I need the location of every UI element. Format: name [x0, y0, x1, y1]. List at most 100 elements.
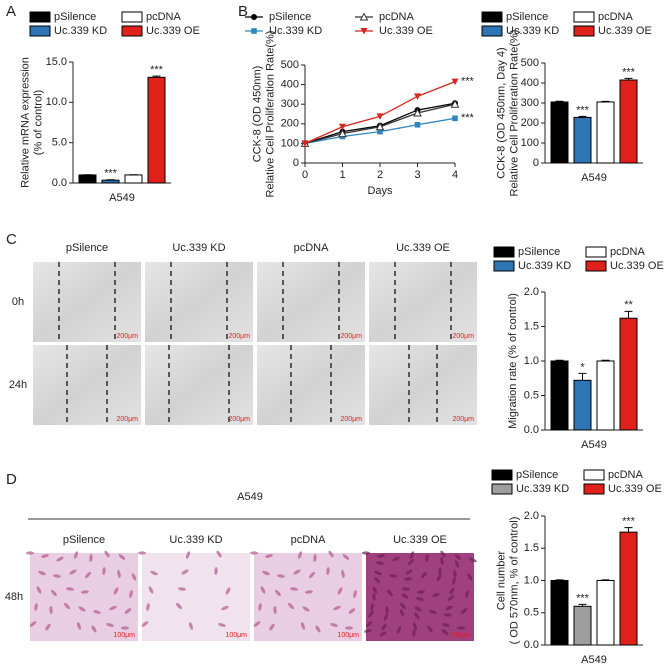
- cell: [392, 556, 400, 562]
- y-tick-label: 0.0: [524, 424, 539, 436]
- cell: [150, 570, 158, 576]
- legend-label: pcDNA: [598, 11, 634, 23]
- x-tick-label: A549: [581, 172, 607, 184]
- cell: [185, 551, 191, 559]
- legend-swatch: [121, 11, 143, 23]
- y-axis-label: Relative Cell Proliferation Rate(%): [508, 30, 520, 197]
- y-tick-label: 0.5: [524, 607, 539, 619]
- cell: [315, 625, 321, 633]
- cell: [404, 577, 412, 581]
- bar: [101, 179, 120, 184]
- bar: [573, 379, 592, 431]
- y-tick-label: 200: [521, 117, 539, 129]
- cell: [453, 570, 457, 578]
- cell: [364, 629, 372, 633]
- cell: [273, 606, 277, 614]
- cell: [138, 551, 146, 555]
- column-label: Uc.339 KD: [172, 242, 225, 254]
- cell: [56, 556, 64, 562]
- cell: [102, 567, 106, 575]
- legend-marker: [360, 28, 368, 35]
- point: [301, 140, 309, 147]
- y-axis-label: Cell number: [495, 551, 507, 611]
- cell: [313, 554, 317, 562]
- cell: [449, 587, 455, 595]
- cell: [305, 590, 313, 594]
- cell: [412, 629, 416, 637]
- y-tick-label: 1.5: [524, 320, 539, 332]
- y-tick-label: 1.5: [524, 542, 539, 554]
- cell: [26, 551, 34, 555]
- cell: [302, 606, 310, 612]
- cell: [66, 587, 74, 591]
- cell: [407, 558, 415, 566]
- error-bar: [624, 77, 633, 80]
- cell: [425, 554, 429, 562]
- legend-marker: [251, 14, 257, 20]
- legend-label: Uc.339 OE: [608, 483, 662, 495]
- legend-swatch: [491, 469, 513, 481]
- y-tick-label: 15.0: [46, 56, 67, 68]
- significance: ***: [461, 112, 475, 124]
- scale-bar-label: 200μm: [452, 416, 474, 423]
- error-bar: [555, 359, 564, 361]
- cell: [214, 567, 218, 575]
- cell: [372, 593, 376, 601]
- error-bar: [601, 579, 610, 581]
- micrograph: [142, 553, 250, 641]
- cell: [308, 571, 316, 579]
- x-tick-label: 4: [452, 169, 458, 181]
- legend-swatch: [573, 25, 595, 37]
- legend-label: pSilence: [269, 11, 311, 23]
- cell: [36, 586, 42, 594]
- cell: [176, 602, 182, 610]
- error-bar: [555, 100, 564, 102]
- point: [450, 99, 460, 108]
- cell: [113, 587, 119, 595]
- cell: [436, 574, 442, 582]
- bar: [124, 174, 143, 184]
- scale-bar-label: 200μm: [116, 416, 138, 423]
- bar: [596, 580, 615, 646]
- significance: ***: [576, 592, 590, 604]
- cell: [129, 590, 133, 598]
- cell: [293, 569, 301, 575]
- cell: [372, 586, 378, 594]
- y-tick-label: 100: [281, 137, 299, 149]
- y-tick-label: 1.0: [524, 574, 539, 586]
- column-label: pcDNA: [291, 534, 327, 546]
- y-tick-label: 500: [281, 59, 299, 71]
- cell: [290, 587, 298, 591]
- legend-label: pcDNA: [608, 469, 644, 481]
- legend-label: pSilence: [518, 246, 560, 258]
- legend-label: Uc.339 KD: [506, 25, 559, 37]
- cell: [385, 606, 389, 614]
- cell: [379, 631, 387, 637]
- y-axis-label: CCK-8 (OD 450nm): [251, 66, 263, 163]
- cell: [53, 574, 61, 578]
- cell: [64, 602, 70, 610]
- scale-bar-label: 100μm: [225, 632, 247, 639]
- cell: [41, 554, 49, 558]
- y-tick-label: 5.0: [52, 137, 67, 149]
- cell: [275, 589, 281, 597]
- legend-label: pcDNA: [610, 246, 646, 258]
- error-bar: [601, 100, 610, 102]
- legend-label: Uc.339 OE: [379, 25, 433, 37]
- error-bar: [601, 359, 610, 361]
- cell: [377, 554, 385, 558]
- cell: [84, 571, 92, 579]
- micrograph: [369, 262, 477, 342]
- cell: [117, 570, 121, 578]
- column-label: Uc.339 OE: [396, 242, 450, 254]
- bar: [573, 116, 592, 164]
- bar: [550, 580, 569, 646]
- error-bar: [555, 579, 564, 581]
- cell: [420, 571, 428, 579]
- cell: [432, 592, 440, 598]
- cell: [277, 574, 285, 578]
- row-label: 48h: [5, 591, 23, 603]
- panel-letter: C: [6, 231, 17, 248]
- column-label: pSilence: [63, 534, 105, 546]
